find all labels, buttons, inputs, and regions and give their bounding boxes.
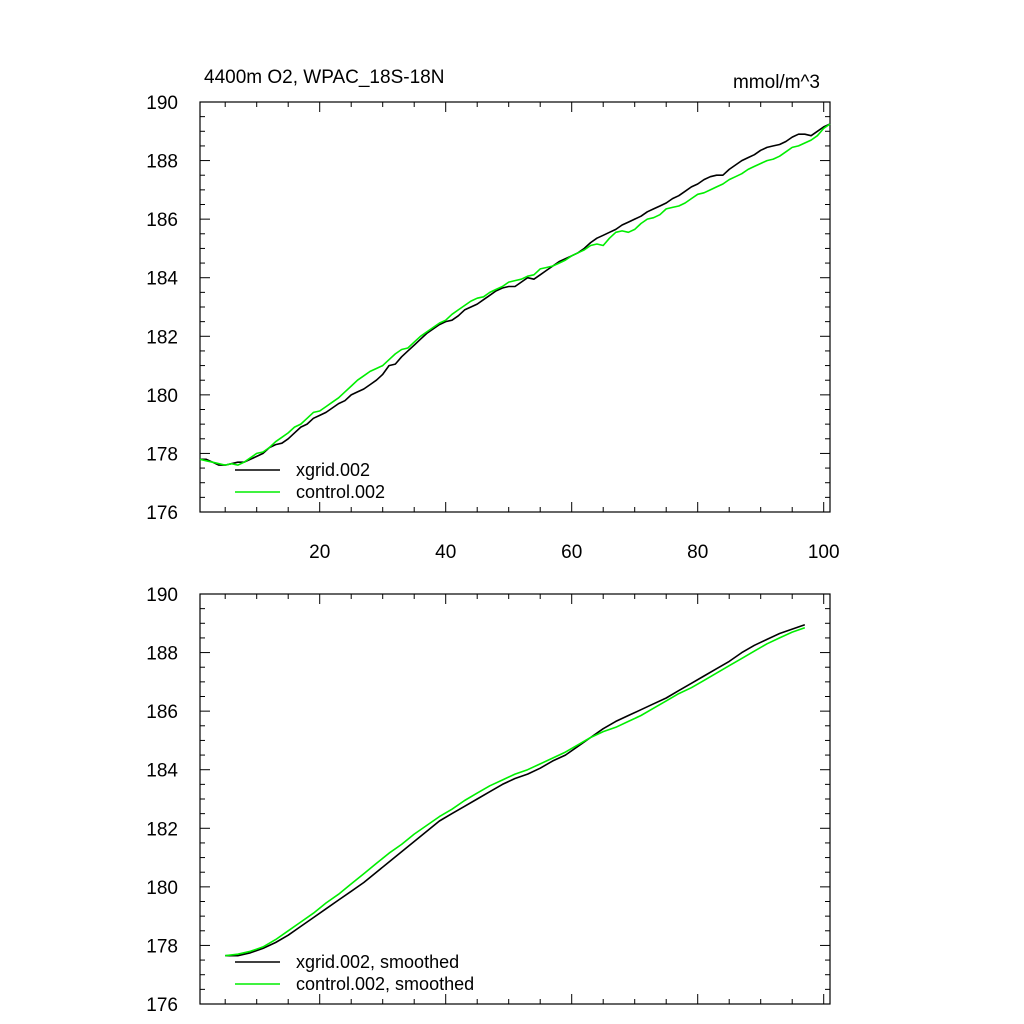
y-tick-label: 178 bbox=[146, 936, 178, 957]
y-tick-label: 176 bbox=[146, 503, 178, 524]
legend-label: control.002 bbox=[296, 482, 385, 502]
y-tick-label: 186 bbox=[146, 702, 178, 723]
y-tick-label: 180 bbox=[146, 878, 178, 899]
x-tick-label: 100 bbox=[808, 542, 840, 563]
x-tick-label: 60 bbox=[561, 542, 582, 563]
units-label: mmol/m^3 bbox=[733, 72, 820, 93]
series-line-control bbox=[225, 626, 806, 957]
y-tick-label: 188 bbox=[146, 644, 178, 665]
plot-frame bbox=[199, 593, 831, 1005]
bottom-panel: 176 178 180 182 184 186 188 190 xgrid.002, smoot… bbox=[146, 585, 831, 1016]
y-tick-label: 184 bbox=[146, 761, 178, 782]
x-tick-label: 80 bbox=[687, 542, 708, 563]
chart-title: 4400m O2, WPAC_18S-18N bbox=[204, 67, 444, 88]
series-line-control bbox=[199, 123, 831, 466]
legend-label: xgrid.002 bbox=[296, 460, 370, 480]
plot-frame bbox=[199, 101, 831, 513]
legend-label: xgrid.002, smoothed bbox=[296, 952, 459, 972]
x-tick-label: 20 bbox=[309, 542, 330, 563]
y-tick-label: 184 bbox=[146, 269, 178, 290]
y-tick-label: 176 bbox=[146, 995, 178, 1016]
y-tick-label: 180 bbox=[146, 386, 178, 407]
y-tick-label: 190 bbox=[146, 93, 178, 114]
y-tick-label: 190 bbox=[146, 585, 178, 606]
y-tick-label: 186 bbox=[146, 210, 178, 231]
y-tick-label: 182 bbox=[146, 819, 178, 840]
y-tick-label: 188 bbox=[146, 152, 178, 173]
y-tick-label: 182 bbox=[146, 327, 178, 348]
x-tick-label: 40 bbox=[435, 542, 456, 563]
y-tick-label: 178 bbox=[146, 444, 178, 465]
top-panel: 176 178 180 182 184 186 188 190 20 40 60 80 100 4400m… bbox=[146, 67, 839, 563]
series-line-xgrid bbox=[200, 123, 831, 466]
series-line-xgrid bbox=[225, 624, 806, 957]
legend-label: control.002, smoothed bbox=[296, 974, 474, 994]
